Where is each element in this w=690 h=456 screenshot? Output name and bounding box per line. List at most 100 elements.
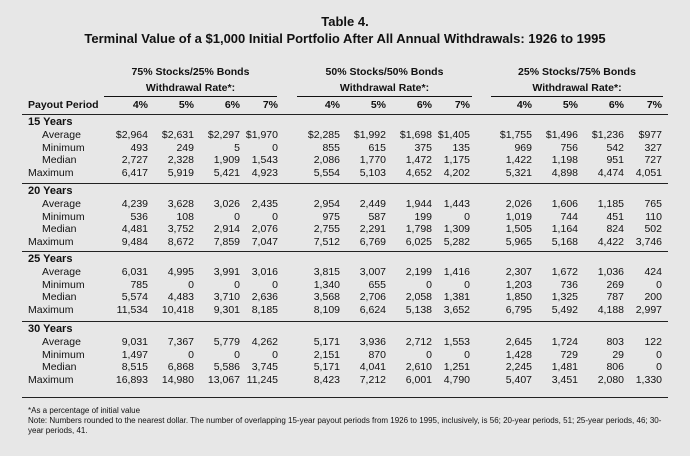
table-title: Terminal Value of a $1,000 Initial Portf… <box>84 31 606 46</box>
table-cell: 108 <box>176 211 194 223</box>
table-row: Minimum 493 249 5 0 855 615 375 135 969 756 542 327 <box>0 142 690 154</box>
table-cell: 1,481 <box>551 361 578 373</box>
table-cell: 5,492 <box>551 304 578 316</box>
table-cell: 4,652 <box>405 167 432 179</box>
table-cell: 269 <box>606 279 624 291</box>
table-cell: 5,586 <box>213 361 240 373</box>
table-cell: 1,381 <box>443 291 470 303</box>
table-cell: 8,185 <box>251 304 278 316</box>
row-label: Average <box>42 336 81 348</box>
table-cell: 9,301 <box>213 304 240 316</box>
table-cell: $2,631 <box>161 129 194 141</box>
table-cell: 5,321 <box>505 167 532 179</box>
footnote-note: Note: Numbers rounded to the nearest dol… <box>28 416 662 435</box>
table-cell: 424 <box>644 266 662 278</box>
table-cell: 1,497 <box>121 349 148 361</box>
table-cell: 4,041 <box>359 361 386 373</box>
row-label: Median <box>42 361 77 373</box>
section-heading: 25 Years <box>28 253 73 265</box>
table-cell: 729 <box>560 349 578 361</box>
table-cell: 1,251 <box>443 361 470 373</box>
table-cell: 736 <box>560 279 578 291</box>
table-row: Maximum 9,484 8,672 7,859 7,047 7,512 6,769 6,0… <box>0 236 690 248</box>
table-cell: 2,712 <box>405 336 432 348</box>
table-cell: 1,330 <box>635 374 662 386</box>
table-cell: 16,893 <box>115 374 148 386</box>
withdrawal-rate-header: 5% <box>370 99 386 111</box>
table-cell: 6,795 <box>505 304 532 316</box>
table-cell: 4,923 <box>251 167 278 179</box>
table-cell: 5,779 <box>213 336 240 348</box>
table-cell: 13,067 <box>207 374 240 386</box>
table-cell: 1,325 <box>551 291 578 303</box>
table-cell: 803 <box>606 336 624 348</box>
row-label: Average <box>42 198 81 210</box>
table-cell: 1,036 <box>597 266 624 278</box>
table-cell: 2,026 <box>505 198 532 210</box>
table-cell: 756 <box>560 142 578 154</box>
table-row: Average 4,239 3,628 3,026 2,435 2,954 2,449 1,9… <box>0 198 690 210</box>
table-cell: $1,496 <box>545 129 578 141</box>
table-cell: 2,645 <box>505 336 532 348</box>
table-cell: 655 <box>368 279 386 291</box>
row-label: Maximum <box>28 167 74 179</box>
table-row: Median 5,574 4,483 3,710 2,636 3,568 2,706 2,05… <box>0 291 690 303</box>
table-cell: 3,016 <box>251 266 278 278</box>
group-header-75-25: 75% Stocks/25% Bonds Withdrawal Rate*: <box>104 66 277 97</box>
table-cell: 2,449 <box>359 198 386 210</box>
table-cell: 6,624 <box>359 304 386 316</box>
table-cell: 9,031 <box>121 336 148 348</box>
table-cell: $1,970 <box>245 129 278 141</box>
withdrawal-rate-header: 4% <box>132 99 148 111</box>
row-label: Minimum <box>42 211 85 223</box>
table-cell: 4,483 <box>167 291 194 303</box>
table-cell: 2,307 <box>505 266 532 278</box>
table-cell: 0 <box>234 211 240 223</box>
table-row: Median 2,727 2,328 1,909 1,543 2,086 1,770 1,47… <box>0 154 690 166</box>
table-cell: 122 <box>644 336 662 348</box>
table-cell: 1,850 <box>505 291 532 303</box>
table-cell: 3,451 <box>551 374 578 386</box>
row-label: Minimum <box>42 142 85 154</box>
table-cell: 7,212 <box>359 374 386 386</box>
bottom-divider <box>22 397 668 398</box>
table-cell: 9,484 <box>121 236 148 248</box>
table-cell: 1,472 <box>405 154 432 166</box>
table-cell: 765 <box>644 198 662 210</box>
withdrawal-rate-header: 6% <box>608 99 624 111</box>
table-cell: 11,534 <box>116 304 148 316</box>
table-cell: 6,031 <box>121 266 148 278</box>
table-cell: 1,724 <box>551 336 578 348</box>
table-cell: 10,418 <box>161 304 194 316</box>
group-rate-label: Withdrawal Rate*: <box>491 82 663 97</box>
row-label: Average <box>42 129 81 141</box>
table-cell: $1,236 <box>591 129 624 141</box>
table-cell: 200 <box>644 291 662 303</box>
table-cell: 249 <box>176 142 194 154</box>
table-cell: 110 <box>645 211 662 223</box>
table-cell: 0 <box>426 349 432 361</box>
table-cell: 4,051 <box>635 167 662 179</box>
table-cell: 2,086 <box>313 154 340 166</box>
table-cell: 2,245 <box>505 361 532 373</box>
table-cell: 975 <box>322 211 340 223</box>
table-cell: 2,954 <box>313 198 340 210</box>
section-heading: 30 Years <box>28 323 73 335</box>
table-cell: 3,745 <box>251 361 278 373</box>
header-divider <box>22 114 668 115</box>
table-cell: 8,672 <box>167 236 194 248</box>
table-cell: $2,297 <box>207 129 240 141</box>
table-cell: 1,606 <box>551 198 578 210</box>
table-cell: 1,443 <box>443 198 470 210</box>
table-cell: 1,505 <box>505 223 532 235</box>
table-cell: 2,636 <box>251 291 278 303</box>
table-cell: 1,309 <box>443 223 470 235</box>
table-cell: 7,047 <box>251 236 278 248</box>
table-cell: 3,568 <box>313 291 340 303</box>
table-cell: 2,997 <box>635 304 662 316</box>
table-row: Median 8,515 6,868 5,586 3,745 5,171 4,041 2,61… <box>0 361 690 373</box>
table-cell: 855 <box>322 142 340 154</box>
table-cell: 0 <box>464 279 470 291</box>
table-cell: 969 <box>514 142 532 154</box>
